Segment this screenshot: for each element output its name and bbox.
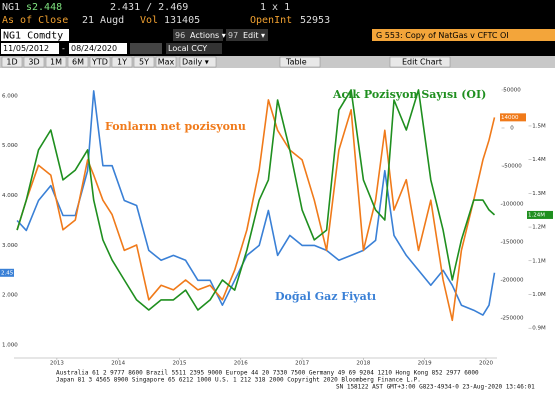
y-tick-label: 1.000 — [2, 343, 18, 349]
last-price: s2.448 — [26, 2, 62, 13]
x-tick-label: 2020 — [479, 361, 493, 367]
asof-label: As of Close — [2, 15, 68, 26]
last-value-label: 14000 — [501, 115, 519, 121]
asof: 21 Augd — [82, 15, 124, 26]
edit-num: 97 — [228, 31, 238, 40]
end-date: 08/24/2020 — [71, 44, 117, 53]
last-value-label: 1.24M — [528, 212, 545, 218]
edit: Edit ▾ — [243, 31, 265, 40]
x-tick-label: 2015 — [172, 361, 186, 367]
range-label: 1D — [6, 58, 17, 67]
last-value-tag — [500, 113, 526, 122]
actions: Actions ▾ — [190, 31, 226, 40]
x-tick-label: 2019 — [418, 361, 432, 367]
table: Table — [285, 58, 307, 67]
oi-label: OpenInt — [250, 15, 292, 26]
edit-chart-button[interactable] — [389, 56, 451, 68]
frequency: Daily ▾ — [182, 58, 209, 67]
edit-chart: Edit Chart — [402, 58, 442, 67]
y-tick-label: 2.000 — [2, 293, 18, 299]
annotation: Doğal Gaz Fiyatı — [275, 290, 376, 303]
footer-line: Japan 81 3 4565 8900 Singapore 65 6212 1… — [56, 377, 421, 384]
y2-tick-label: -200000 — [501, 278, 524, 284]
bid-ask: 2.431 / 2.469 — [110, 2, 188, 13]
plot: 2013 2014 2015 2016 2017 2018 2019 2020 1.000 2.0… — [0, 87, 553, 367]
y3-tick-label: 1.3M — [532, 191, 546, 197]
y-tick-label: 6.000 — [2, 93, 18, 99]
start-box[interactable] — [1, 43, 59, 54]
oi: 52953 — [300, 15, 330, 26]
y3-tick-label: 1.0M — [532, 292, 546, 298]
security: NG1 Comdty — [3, 31, 63, 42]
ticker: NG1 — [2, 2, 20, 13]
y3-tick-label: 1.2M — [532, 225, 546, 231]
vol-label: Vol — [140, 15, 158, 26]
frequency-button[interactable] — [179, 56, 217, 68]
x-tick-label: 2016 — [234, 361, 248, 367]
x-tick-label: 2013 — [50, 361, 64, 367]
y2-tick-label: 50000 — [503, 87, 521, 93]
range-button[interactable] — [111, 56, 133, 68]
chart-name-bar — [372, 29, 555, 41]
y3-tick-label: 0.9M — [532, 326, 546, 332]
size: 1 x 1 — [260, 2, 290, 13]
x-tick-label: 2018 — [356, 361, 370, 367]
footer-line: Australia 61 2 9777 8600 Brazil 5511 239… — [56, 370, 479, 377]
annotation: Açık Pozisyon Sayısı (OI) — [332, 88, 486, 101]
table-button[interactable] — [279, 56, 321, 68]
y2-tick-label: -100000 — [501, 202, 524, 208]
button-group: 1D 3D 1M 6M YTD 1Y 5Y Max — [1, 56, 177, 68]
vol: 131405 — [164, 15, 200, 26]
range-label: 6M — [72, 58, 84, 67]
range-button[interactable] — [1, 56, 23, 68]
last-value-tag — [527, 210, 553, 219]
range-button[interactable] — [23, 56, 45, 68]
annotation: Fonların net pozisyonu — [105, 120, 246, 133]
series-line — [16, 99, 496, 322]
last-value-tag — [0, 268, 14, 277]
edit-button[interactable] — [226, 29, 268, 41]
y2-tick-label: 0 — [510, 125, 514, 131]
y3-tick-label: 1.5M — [532, 123, 546, 129]
x-tick-label: 2017 — [295, 361, 309, 367]
range-label: 1Y — [117, 58, 127, 67]
y-tick-label: 4.000 — [2, 193, 18, 199]
calendar-icon[interactable] — [130, 43, 162, 54]
footer-line: SN 158122 AST GMT+3:00 G823-4934-0 23-Au… — [336, 384, 535, 391]
y3-tick-label: 1.4M — [532, 157, 546, 163]
series-line — [16, 89, 496, 311]
x-tick-label: 2014 — [111, 361, 125, 367]
y2-tick-label: -50000 — [502, 164, 522, 170]
y-tick-label: 5.000 — [2, 143, 18, 149]
range-button[interactable] — [67, 56, 89, 68]
chart-area — [0, 68, 555, 400]
range-button[interactable] — [155, 56, 177, 68]
series-line — [16, 90, 496, 316]
security-box[interactable] — [1, 29, 69, 41]
chart-name: G 553: Copy of NatGas v CFTC OI — [376, 31, 509, 40]
y3-tick-label: 1.1M — [532, 258, 546, 264]
y-tick-label: 3.000 — [2, 243, 18, 249]
actions-num: 96 — [175, 31, 185, 40]
actions-button[interactable] — [173, 29, 223, 41]
currency-box[interactable] — [166, 43, 222, 54]
dash: - — [62, 44, 65, 53]
end-box[interactable] — [69, 43, 127, 54]
range-label: 5Y — [139, 58, 149, 67]
range-label: 1M — [50, 58, 62, 67]
range-button[interactable] — [89, 56, 111, 68]
y2-tick-label: -150000 — [501, 240, 524, 246]
range-button[interactable] — [45, 56, 67, 68]
range-label: 3D — [28, 58, 39, 67]
last-value-label: 2.45 — [1, 270, 14, 276]
range-label: Max — [158, 58, 175, 67]
start-date: 11/05/2012 — [3, 44, 49, 53]
currency: Local CCY — [168, 44, 207, 53]
range-label: YTD — [91, 58, 108, 67]
range-button[interactable] — [133, 56, 155, 68]
y2-tick-label: -250000 — [501, 316, 524, 322]
